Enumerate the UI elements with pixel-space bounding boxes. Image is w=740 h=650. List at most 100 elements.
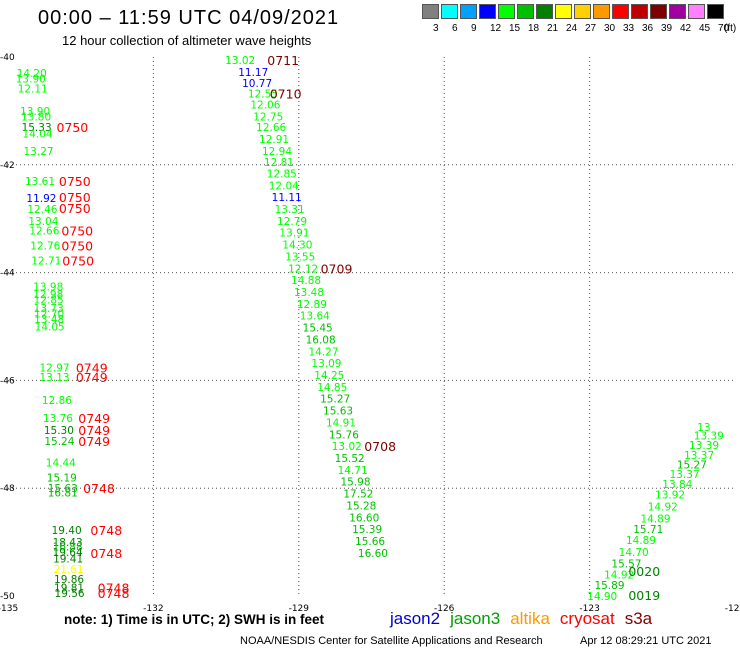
wave-height-value: 19.86 — [54, 574, 84, 586]
wave-height-value: 12.98 — [33, 289, 63, 301]
satellite-label-cryosat: cryosat — [559, 609, 615, 628]
legend-label: 12 — [490, 23, 502, 34]
pass-time-label: 0749 — [78, 423, 110, 438]
pass-time-label: 0748 — [98, 586, 130, 601]
legend-unit: (ft) — [724, 23, 737, 34]
wave-height-value: 14.05 — [35, 322, 65, 334]
legend-label: 6 — [452, 23, 458, 34]
lon-tick-label: -120 — [725, 604, 740, 614]
wave-height-value: 17.52 — [343, 489, 373, 501]
pass-time-label: 0748 — [90, 523, 122, 538]
wave-height-value: 12.55 — [248, 89, 278, 101]
wave-height-value: 16.60 — [358, 548, 388, 560]
footer-organization: NOAA/NESDIS Center for Satellite Applica… — [240, 635, 543, 647]
legend-swatch — [479, 4, 496, 19]
wave-height-value: 13.90 — [20, 106, 50, 118]
wave-height-value: 13 — [697, 422, 710, 434]
wave-height-value: 14.25 — [314, 370, 344, 382]
legend-label: 18 — [528, 23, 540, 34]
wave-height-value: 11.17 — [238, 67, 268, 79]
wave-height-value: 16.88 — [53, 541, 83, 553]
wave-height-value: 13.27 — [24, 146, 54, 158]
legend-label: 36 — [642, 23, 654, 34]
wave-height-value: 14.70 — [619, 547, 649, 559]
wave-height-value: 19.64 — [53, 547, 83, 559]
wave-height-value: 14.85 — [317, 382, 347, 394]
pass-time-label: 0750 — [62, 254, 94, 269]
page-subtitle: 12 hour collection of altimeter wave hei… — [62, 33, 312, 48]
wave-height-value: 12.85 — [34, 295, 64, 307]
wave-height-value: 15.27 — [320, 394, 350, 406]
legend-label: 33 — [623, 23, 635, 34]
legend-swatch — [555, 4, 572, 19]
wave-height-value: 12.89 — [297, 299, 327, 311]
wave-height-value: 15.24 — [44, 436, 74, 448]
wave-height-value: 16.08 — [306, 334, 336, 346]
wave-height-value: 12.76 — [30, 241, 60, 253]
wave-height-value: 19.56 — [55, 588, 85, 600]
wave-height-value: 13.13 — [40, 372, 70, 384]
wave-height-value: 14.71 — [338, 465, 368, 477]
legend-swatch — [631, 4, 648, 19]
pass-time-labels: 0711071007090708075007500750075007500750… — [56, 53, 660, 603]
wave-height-value: 13.76 — [43, 413, 73, 425]
pass-time-label: 0750 — [59, 174, 91, 189]
satellite-label-jason3: jason3 — [450, 609, 501, 628]
wave-height-value: 14.27 — [308, 346, 338, 358]
wave-height-value: 13.61 — [25, 176, 55, 188]
legend-label: 39 — [661, 23, 673, 34]
legend-label: 42 — [680, 23, 692, 34]
note-text: note: 1) Time is in UTC; 2) SWH is in fe… — [64, 612, 325, 627]
legend-swatch — [498, 4, 515, 19]
wave-height-value: 13.91 — [279, 228, 309, 240]
wave-height-value: 13.39 — [694, 430, 724, 442]
wave-height-value: 12.11 — [18, 83, 48, 95]
wave-height-value: 13.39 — [689, 440, 719, 452]
wave-height-value: 12.91 — [259, 134, 289, 146]
wave-height-value: 15.63 — [323, 406, 353, 418]
wave-height-value: 12.04 — [269, 180, 299, 192]
legend-swatch — [612, 4, 629, 19]
wave-height-value: 15.27 — [677, 459, 707, 471]
legend-swatch — [460, 4, 477, 19]
lat-tick-label: -42 — [0, 161, 15, 171]
pass-time-label: 0019 — [628, 588, 660, 603]
wave-height-value: 13.04 — [28, 216, 58, 228]
wave-height-value: 13.37 — [684, 450, 714, 462]
wave-height-value: 13.48 — [294, 287, 324, 299]
lat-tick-label: -40 — [0, 53, 15, 63]
wave-height-value: 13.90 — [16, 74, 46, 86]
satellite-label-altika: altika — [510, 609, 550, 628]
wave-height-value: 13.31 — [275, 204, 305, 216]
wave-height-value: 14.89 — [626, 535, 656, 547]
wave-height-value: 12.66 — [256, 122, 286, 134]
legend-label: 3 — [433, 23, 439, 34]
wave-height-value: 12.06 — [250, 99, 280, 111]
wave-height-value: 15.66 — [355, 536, 385, 548]
legend-label: 27 — [585, 23, 597, 34]
wave-height-value: 12.81 — [264, 157, 294, 169]
wave-height-value: 13.09 — [311, 358, 341, 370]
wave-height-value: 13.84 — [662, 479, 692, 491]
wave-height-value: 12.70 — [34, 309, 64, 321]
wave-height-value: 15.28 — [346, 500, 376, 512]
legend-label: 21 — [547, 23, 559, 34]
lat-tick-label: -50 — [0, 592, 15, 602]
pass-time-label: 0711 — [267, 53, 299, 68]
pass-time-label: 0750 — [61, 224, 93, 239]
wave-height-value: 11.11 — [272, 192, 302, 204]
lon-tick-label: -135 — [0, 604, 18, 614]
wave-height-value: 14.91 — [326, 417, 356, 429]
wave-height-value: 15.45 — [303, 323, 333, 335]
wave-height-value: 13.55 — [285, 251, 315, 263]
map-ticks: -135 -132 -129 -126 -123 -120 -40 -42 -44 -46 -48 -… — [0, 53, 740, 614]
wave-height-value: 12.75 — [253, 111, 283, 123]
wave-height-value: 12.12 — [288, 263, 318, 275]
wave-height-value: 14.92 — [648, 502, 678, 514]
lon-tick-label: -123 — [579, 604, 599, 614]
pass-time-label: 0710 — [270, 87, 302, 102]
wave-height-value: 14.92 — [604, 569, 634, 581]
wave-height-value: 13.02 — [332, 441, 362, 453]
wave-height-value: 14.20 — [17, 68, 47, 80]
lon-tick-label: -129 — [289, 604, 310, 614]
